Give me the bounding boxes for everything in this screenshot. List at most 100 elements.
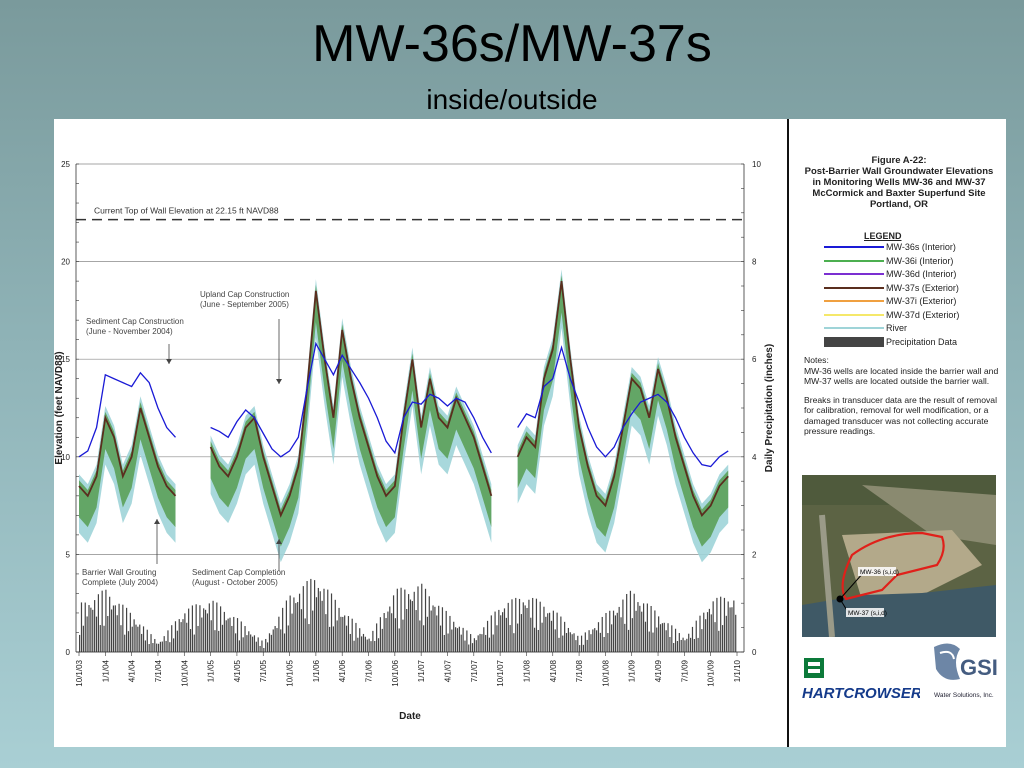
precip-bar [92,609,94,652]
precip-bar [144,640,146,652]
precip-bar [428,596,430,652]
precip-bar [513,633,515,652]
precip-bar [80,602,83,652]
precip-bar [278,616,280,652]
precip-bar [157,643,160,652]
precip-bar [101,590,103,652]
precip-bar [276,628,278,652]
y2-tick-label: 0 [752,648,757,657]
precip-bar [285,600,287,652]
groundwater-chart: 0 5 10 15 20 25 0 2 4 6 8 10 10/1/03 1/1/04 4/1/04 7/1/… [54,160,775,722]
precip-bar [208,603,210,652]
figure-info-panel: Figure A-22: Post-Barrier Wall Groundwat… [794,119,1004,747]
precip-bar [86,616,88,652]
figure-title-line: Post-Barrier Wall Groundwater Elevations [804,166,994,177]
precip-bar [678,633,680,652]
precip-bar [518,598,521,652]
y2-axis-title: Daily Precipitation (inches) [764,344,775,472]
precip-bar [127,631,130,652]
precip-bar [720,596,722,652]
precip-bar [603,636,605,652]
precip-bar [582,644,585,652]
precip-bar [334,599,336,652]
precip-bar [330,593,333,652]
precip-bar [565,633,568,652]
precip-bar [293,597,295,652]
x-tick-label: 10/1/06 [391,659,400,686]
site-aerial-map: MW-36 (s,i,d) MW-37 (s,i,d) [802,475,996,637]
precip-bar [731,607,733,652]
precip-bar [233,616,235,652]
precip-bar [176,630,178,652]
y2-tick-label: 6 [752,355,757,364]
precip-bar [361,636,363,652]
precip-bar [379,617,381,652]
precip-bar [280,629,282,652]
precip-bar [633,593,635,652]
gsi-tagline: Water Solutions, Inc. [934,692,994,699]
precip-bar [406,609,408,652]
precip-bar [317,587,319,652]
precip-bar [408,594,410,652]
river-band [517,269,729,563]
precip-bar [533,627,536,652]
precip-bar [174,621,177,652]
precip-bar [193,634,195,652]
precip-bar [686,638,688,652]
precip-bar [308,624,310,652]
y2-tick-label: 8 [752,258,757,267]
precip-bar [201,617,203,652]
precip-bar [492,634,494,652]
precip-bar [270,634,272,652]
precip-bar [596,630,598,652]
precip-bar [567,627,569,652]
annotation-text: (June - November 2004) [86,327,173,336]
precip-bar [586,639,588,652]
legend-label: MW-36i (Interior) [886,255,954,266]
legend-title: LEGEND [864,231,902,241]
precip-bar [238,640,240,652]
precip-bar [462,627,464,652]
precip-bar [556,612,558,652]
annotation-text: Sediment Cap Completion [192,568,285,577]
precip-bar [95,616,98,652]
precip-bar [306,581,308,652]
precip-bar [494,611,496,652]
precip-bar [349,633,351,652]
precip-bar [236,618,239,652]
precip-bar [126,607,128,652]
precip-bar [488,637,491,652]
precip-bar [282,607,284,652]
precip-bar [564,621,566,652]
precip-bar [682,637,684,652]
precip-bar [727,601,729,652]
precip-bar [710,614,712,652]
precip-bar [539,601,541,652]
precip-bar [419,620,421,652]
precip-bar [434,606,436,652]
precip-bar [716,597,718,652]
precip-bar [248,631,250,652]
precip-bar [105,589,107,652]
precip-bar [362,633,365,652]
legend-swatch [824,246,884,248]
x-tick-label: 4/1/07 [443,659,452,682]
precip-bar [131,626,133,652]
precip-bar [103,625,105,652]
precip-bar [206,613,209,652]
precip-bar [261,640,263,652]
precip-bar [376,623,378,652]
precip-bar [477,635,479,652]
slide-title: MW-36s/MW-37s [312,15,712,73]
precip-bar [584,632,586,652]
precip-bar [139,624,141,652]
legend-swatch [824,286,884,289]
annotation-text: Barrier Wall Grouting [82,568,156,577]
precip-bar [409,599,412,652]
series-line-mw37s [78,407,177,498]
precip-bar [699,615,701,652]
precip-bar [250,634,252,652]
precip-bar [223,611,225,652]
precip-bar [257,637,259,652]
precip-bar [438,605,440,652]
